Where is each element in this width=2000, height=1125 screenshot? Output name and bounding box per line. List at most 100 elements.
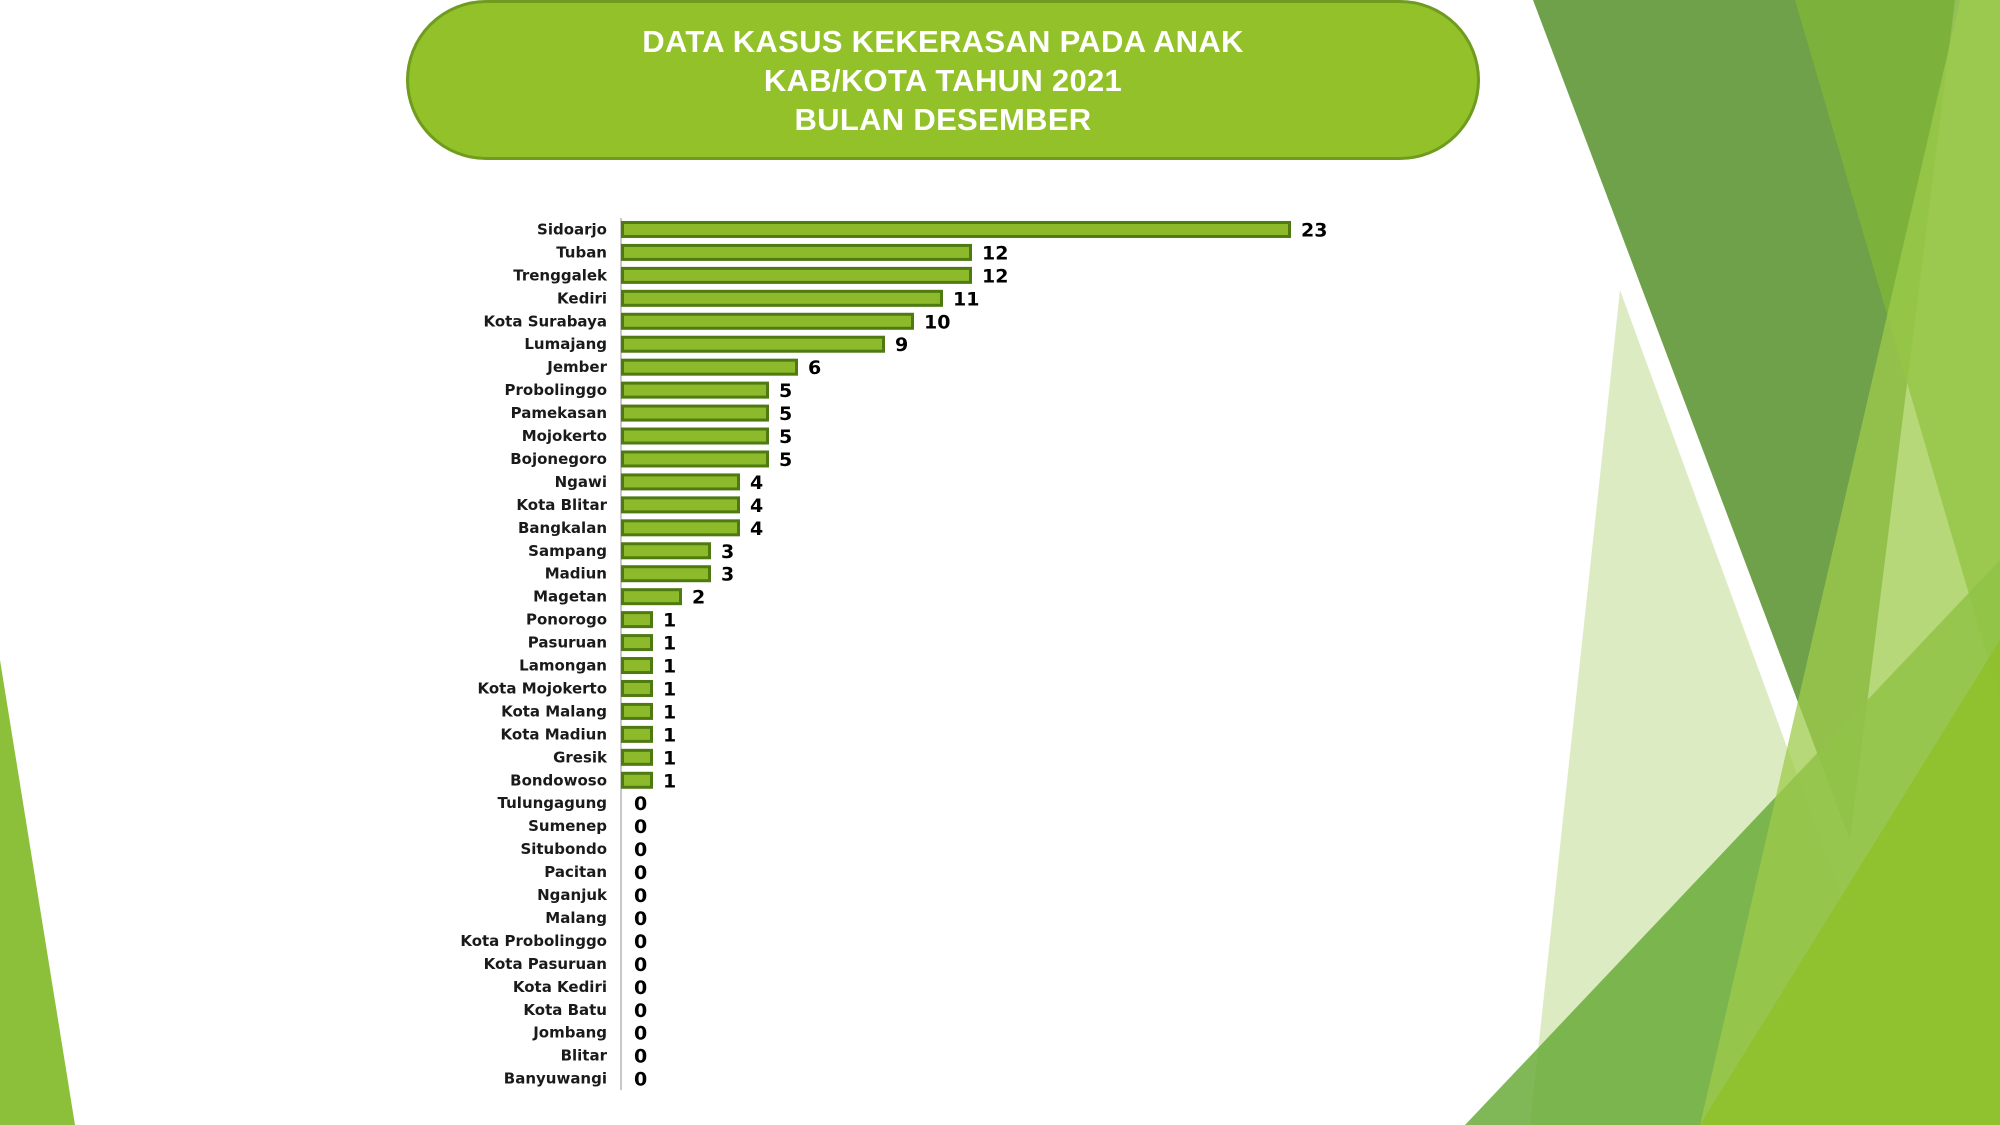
bar: [621, 634, 653, 652]
category-label: Kota Pasuruan: [484, 955, 607, 973]
category-label: Kediri: [557, 289, 607, 307]
bar: [621, 725, 653, 743]
category-label: Kota Surabaya: [484, 312, 607, 330]
category-label: Lamongan: [519, 657, 607, 675]
category-label: Kota Blitar: [516, 496, 607, 514]
value-label: 4: [750, 518, 763, 540]
category-label: Sidoarjo: [537, 220, 607, 238]
bar: [621, 588, 682, 606]
bar: [621, 771, 653, 789]
value-label: 9: [895, 334, 908, 356]
category-label: Bangkalan: [518, 519, 607, 537]
bar: [621, 702, 653, 720]
category-label: Situbondo: [520, 840, 607, 858]
bar: [621, 243, 972, 261]
bar: [621, 335, 885, 353]
bar: [621, 496, 740, 514]
bar: [621, 266, 972, 284]
bar: [621, 473, 740, 491]
value-label: 0: [634, 1046, 647, 1068]
value-label: 3: [721, 541, 734, 563]
bar: [621, 542, 711, 560]
bar: [621, 679, 653, 697]
value-label: 5: [779, 426, 792, 448]
value-label: 2: [692, 587, 705, 609]
category-label: Kota Madiun: [501, 725, 607, 743]
category-label: Blitar: [561, 1047, 608, 1065]
value-label: 0: [634, 885, 647, 907]
value-label: 0: [634, 1069, 647, 1091]
category-label: Bondowoso: [510, 771, 607, 789]
value-label: 11: [953, 288, 979, 310]
bar: [621, 657, 653, 675]
value-label: 1: [663, 724, 676, 746]
bar: [621, 358, 798, 376]
value-label: 10: [924, 311, 950, 333]
category-label: Pamekasan: [511, 404, 607, 422]
category-label: Kota Probolinggo: [460, 932, 607, 950]
category-label: Kota Batu: [523, 1001, 607, 1019]
value-label: 0: [634, 977, 647, 999]
value-label: 0: [634, 816, 647, 838]
category-label: Pacitan: [544, 863, 607, 881]
value-label: 1: [663, 610, 676, 632]
category-label: Mojokerto: [522, 427, 607, 445]
category-label: Ponorogo: [526, 611, 607, 629]
category-label: Pasuruan: [528, 634, 607, 652]
value-label: 0: [634, 839, 647, 861]
value-label: 0: [634, 1000, 647, 1022]
bg-left-sliver: [0, 660, 75, 1125]
value-label: 1: [663, 770, 676, 792]
category-label: Ngawi: [555, 473, 607, 491]
bg-right-bright-panel: [1700, 640, 2000, 1125]
value-label: 0: [634, 793, 647, 815]
category-label: Malang: [545, 909, 607, 927]
value-label: 0: [634, 862, 647, 884]
bar: [621, 220, 1291, 238]
chart-title-line-2: KAB/KOTA TAHUN 2021: [763, 62, 1123, 98]
category-label: Probolinggo: [505, 381, 607, 399]
value-label: 5: [779, 449, 792, 471]
bar: [621, 748, 653, 766]
value-label: 1: [663, 633, 676, 655]
category-label: Bojonegoro: [510, 450, 607, 468]
value-label: 3: [721, 564, 734, 586]
value-label: 1: [663, 678, 676, 700]
category-label: Lumajang: [524, 335, 607, 353]
category-label: Banyuwangi: [504, 1070, 607, 1088]
value-label: 5: [779, 380, 792, 402]
category-label: Gresik: [553, 748, 608, 766]
value-label: 0: [634, 908, 647, 930]
value-label: 4: [750, 472, 763, 494]
bar: [621, 404, 769, 422]
chart-title-line-1: DATA KASUS KEKERASAN PADA ANAK: [642, 23, 1244, 59]
value-label: 4: [750, 495, 763, 517]
category-label: Kota Mojokerto: [478, 679, 607, 697]
bar: [621, 565, 711, 583]
title-banner: DATA KASUS KEKERASAN PADA ANAK KAB/KOTA …: [406, 0, 1480, 160]
value-label: 6: [808, 357, 821, 379]
category-label: Jombang: [532, 1024, 607, 1042]
value-label: 0: [634, 931, 647, 953]
category-label: Sampang: [528, 542, 607, 560]
category-label: Kota Malang: [501, 702, 607, 720]
category-label: Sumenep: [528, 817, 607, 835]
value-label: 5: [779, 403, 792, 425]
category-label: Nganjuk: [537, 886, 608, 904]
category-label: Trenggalek: [513, 266, 608, 284]
category-label: Madiun: [545, 565, 607, 583]
value-label: 1: [663, 656, 676, 678]
category-label: Jember: [546, 358, 607, 376]
bar: [621, 450, 769, 468]
bar: [621, 611, 653, 629]
bar: [621, 312, 914, 330]
category-label: Tulungagung: [498, 794, 607, 812]
value-label: 1: [663, 701, 676, 723]
value-label: 12: [982, 265, 1008, 287]
value-label: 12: [982, 242, 1008, 264]
value-label: 0: [634, 1023, 647, 1045]
bar: [621, 381, 769, 399]
category-label: Magetan: [533, 588, 607, 606]
